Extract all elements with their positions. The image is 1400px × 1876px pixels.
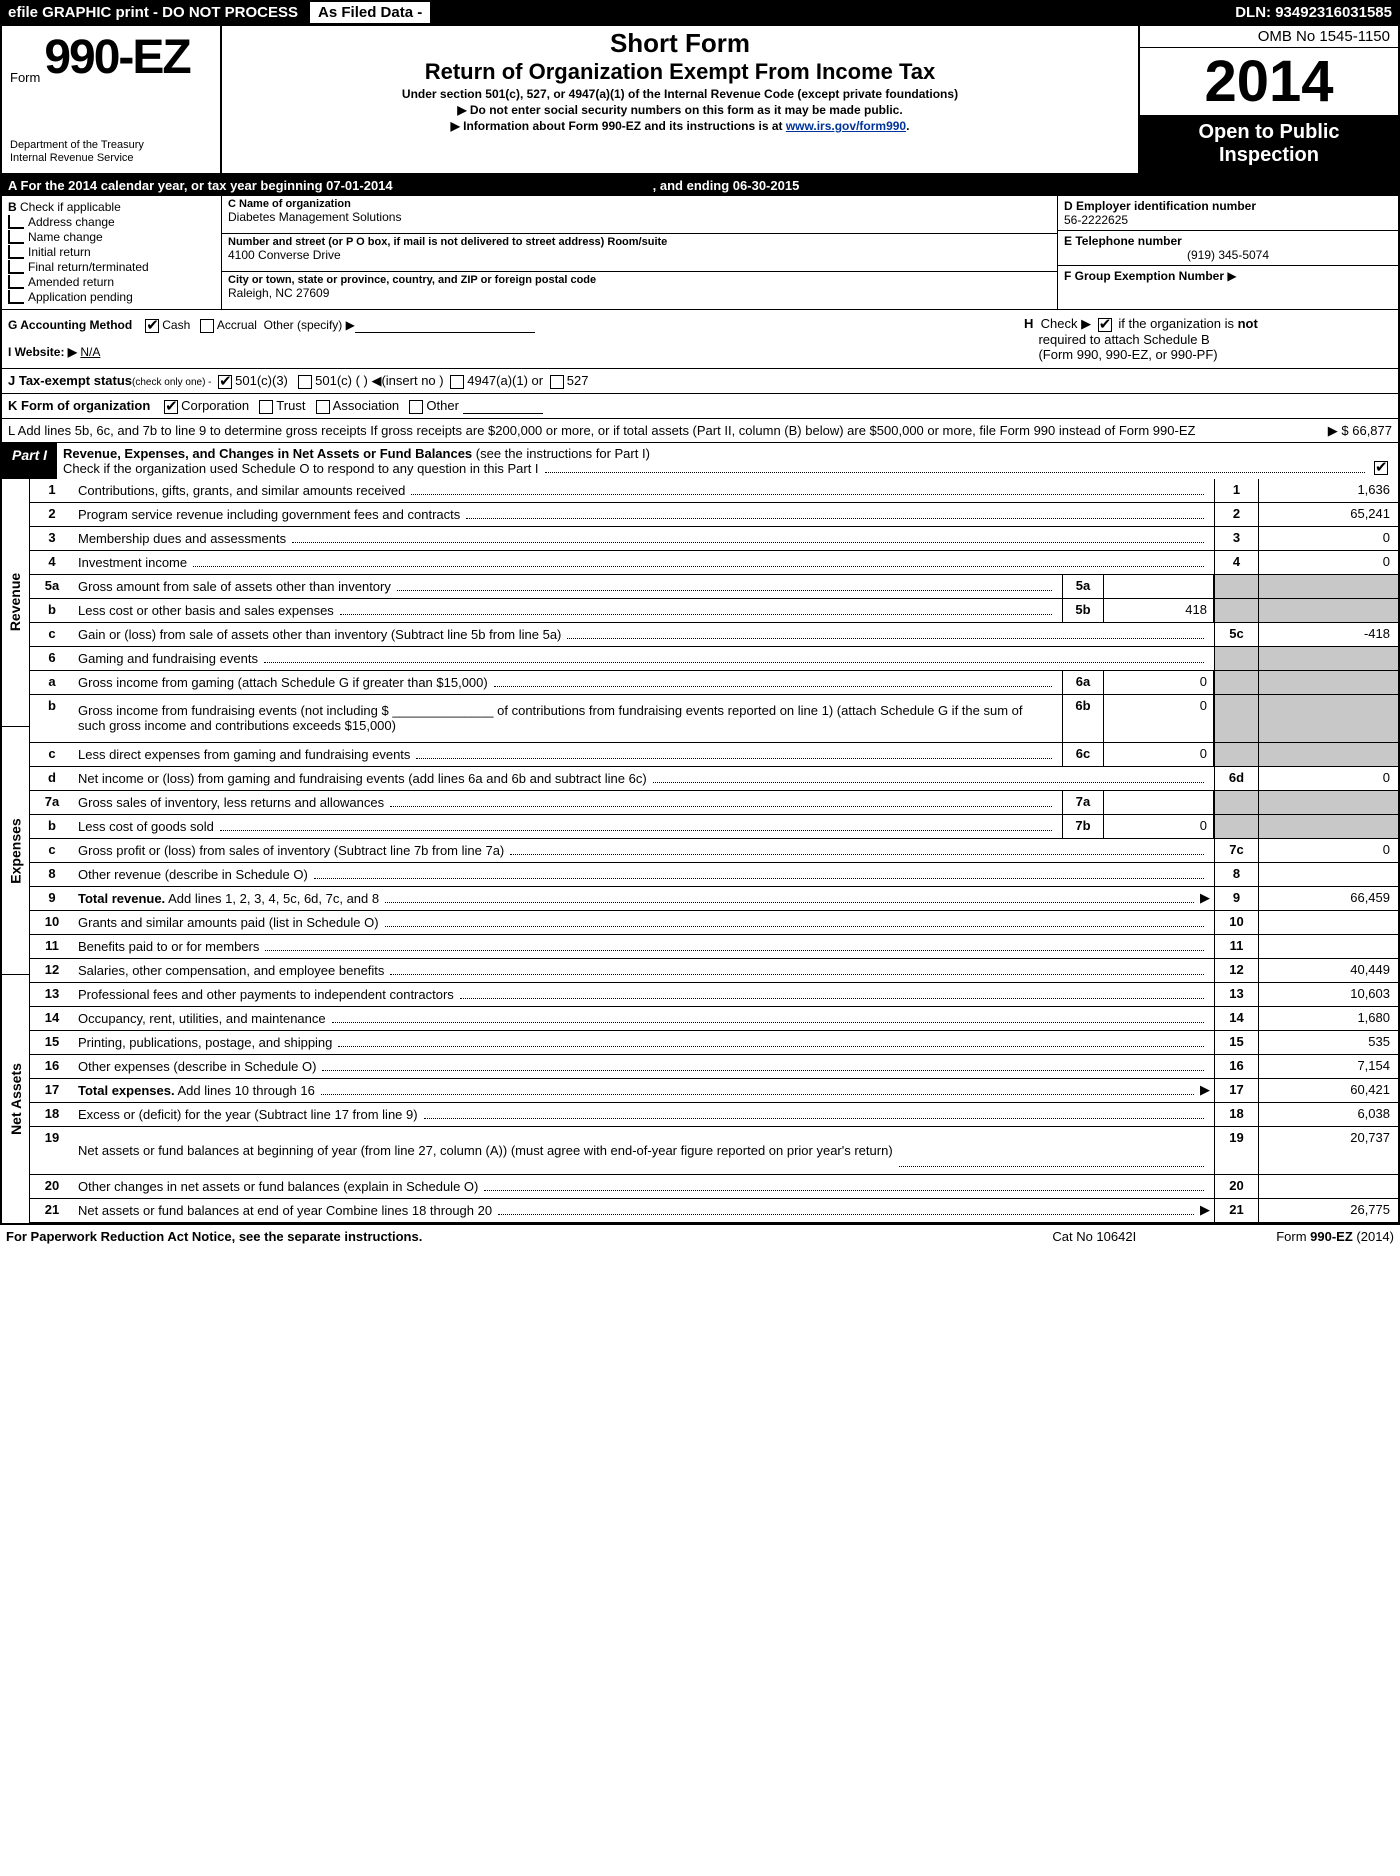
check-corp[interactable] [164,400,178,414]
topbar: efile GRAPHIC print - DO NOT PROCESS As … [0,0,1400,24]
check-assoc[interactable] [316,400,330,414]
org-address-cell: Number and street (or P O box, if mail i… [222,234,1057,272]
col-b-checks: B Check if applicable Address changeName… [2,196,222,309]
section-bcdef: B Check if applicable Address changeName… [2,196,1398,310]
line-c: cGain or (loss) from sale of assets othe… [30,623,1398,647]
irs-link[interactable]: www.irs.gov/form990 [786,119,906,133]
row-l-grossreceipts: L Add lines 5b, 6c, and 7b to line 9 to … [2,419,1398,443]
line-9: 9Total revenue. Add lines 1, 2, 3, 4, 5c… [30,887,1398,911]
check-527[interactable] [550,375,564,389]
line-21: 21Net assets or fund balances at end of … [30,1199,1398,1223]
side-labels: Revenue Expenses Net Assets [2,479,30,1223]
side-netassets: Net Assets [2,975,29,1222]
line-rows: 1Contributions, gifts, grants, and simil… [30,479,1398,1223]
org-city-cell: City or town, state or province, country… [222,272,1057,309]
row-k-formorg: K Form of organization Corporation Trust… [2,394,1398,419]
side-revenue: Revenue [2,479,29,727]
row-gh: G Accounting Method Cash Accrual Other (… [2,310,1398,369]
row-g-accounting: G Accounting Method Cash Accrual Other (… [2,310,1018,368]
line-16: 16Other expenses (describe in Schedule O… [30,1055,1398,1079]
check-accrual[interactable] [200,319,214,333]
check-4947[interactable] [450,375,464,389]
line-2: 2Program service revenue including gover… [30,503,1398,527]
phone-cell: E Telephone number (919) 345-5074 [1058,231,1398,266]
line-13: 13Professional fees and other payments t… [30,983,1398,1007]
line-c: cGross profit or (loss) from sales of in… [30,839,1398,863]
row-i-website: I Website: ▶ N/A [8,345,1012,359]
col-def: D Employer identification number 56-2222… [1058,196,1398,309]
part-i-header: Part I Revenue, Expenses, and Changes in… [2,443,1398,479]
line-b: bLess cost or other basis and sales expe… [30,599,1398,623]
line-c: cLess direct expenses from gaming and fu… [30,743,1398,767]
line-3: 3Membership dues and assessments30 [30,527,1398,551]
line-d: dNet income or (loss) from gaming and fu… [30,767,1398,791]
checkbox-name-change[interactable]: Name change [8,230,215,244]
line-17: 17Total expenses. Add lines 10 through 1… [30,1079,1398,1103]
line-b: bGross income from fundraising events (n… [30,695,1398,743]
line-7a: 7aGross sales of inventory, less returns… [30,791,1398,815]
line-6: 6Gaming and fundraising events [30,647,1398,671]
form-outer: Form 990-EZ Department of the Treasury I… [0,24,1400,1225]
checkbox-final-return-terminated[interactable]: Final return/terminated [8,260,215,274]
line-12: 12Salaries, other compensation, and empl… [30,959,1398,983]
checkbox-application-pending[interactable]: Application pending [8,290,215,304]
line-4: 4Investment income40 [30,551,1398,575]
omb-number: OMB No 1545-1150 [1140,26,1398,48]
check-trust[interactable] [259,400,273,414]
part-i-table: Revenue Expenses Net Assets 1Contributio… [2,479,1398,1223]
col-c-org: C Name of organization Diabetes Manageme… [222,196,1058,309]
checkbox-initial-return[interactable]: Initial return [8,245,215,259]
check-schedb[interactable] [1098,318,1112,332]
check-501c[interactable] [298,375,312,389]
info-link-line: ▶ Information about Form 990-EZ and its … [228,119,1132,133]
line-b: bLess cost of goods sold7b0 [30,815,1398,839]
line-1: 1Contributions, gifts, grants, and simil… [30,479,1398,503]
efile-label: efile GRAPHIC print - DO NOT PROCESS [0,2,306,23]
tax-year: 2014 [1140,48,1398,115]
header-left: Form 990-EZ Department of the Treasury I… [2,26,222,173]
form-header: Form 990-EZ Department of the Treasury I… [2,26,1398,175]
line-8: 8Other revenue (describe in Schedule O)8 [30,863,1398,887]
page-footer: For Paperwork Reduction Act Notice, see … [0,1225,1400,1248]
line-19: 19Net assets or fund balances at beginni… [30,1127,1398,1175]
header-title: Short Form Return of Organization Exempt… [222,26,1138,173]
row-j-taxexempt: J Tax-exempt status(check only one) - 50… [2,369,1398,394]
line-10: 10Grants and similar amounts paid (list … [30,911,1398,935]
line-5a: 5aGross amount from sale of assets other… [30,575,1398,599]
org-name-cell: C Name of organization Diabetes Manageme… [222,196,1057,234]
row-a-taxyear: A For the 2014 calendar year, or tax yea… [2,175,1398,196]
dept-treasury: Department of the Treasury Internal Reve… [10,139,212,165]
check-501c3[interactable] [218,375,232,389]
group-exemption-cell: F Group Exemption Number ▶ [1058,266,1398,309]
side-expenses: Expenses [2,727,29,975]
checkbox-address-change[interactable]: Address change [8,215,215,229]
open-inspection: Open to Public Inspection [1140,115,1398,173]
line-15: 15Printing, publications, postage, and s… [30,1031,1398,1055]
line-14: 14Occupancy, rent, utilities, and mainte… [30,1007,1398,1031]
line-a: aGross income from gaming (attach Schedu… [30,671,1398,695]
line-20: 20Other changes in net assets or fund ba… [30,1175,1398,1199]
check-cash[interactable] [145,319,159,333]
header-right: OMB No 1545-1150 2014 Open to Public Ins… [1138,26,1398,173]
asfiled-label: As Filed Data - [310,2,430,23]
check-schedo[interactable] [1374,461,1388,475]
row-h-schedb: H Check ▶ if the organization is not req… [1018,310,1398,368]
line-18: 18Excess or (deficit) for the year (Subt… [30,1103,1398,1127]
checkbox-amended-return[interactable]: Amended return [8,275,215,289]
line-11: 11Benefits paid to or for members11 [30,935,1398,959]
check-other[interactable] [409,400,423,414]
dln: DLN: 93492316031585 [1227,2,1400,23]
form-number: Form 990-EZ [10,30,212,85]
ein-cell: D Employer identification number 56-2222… [1058,196,1398,231]
